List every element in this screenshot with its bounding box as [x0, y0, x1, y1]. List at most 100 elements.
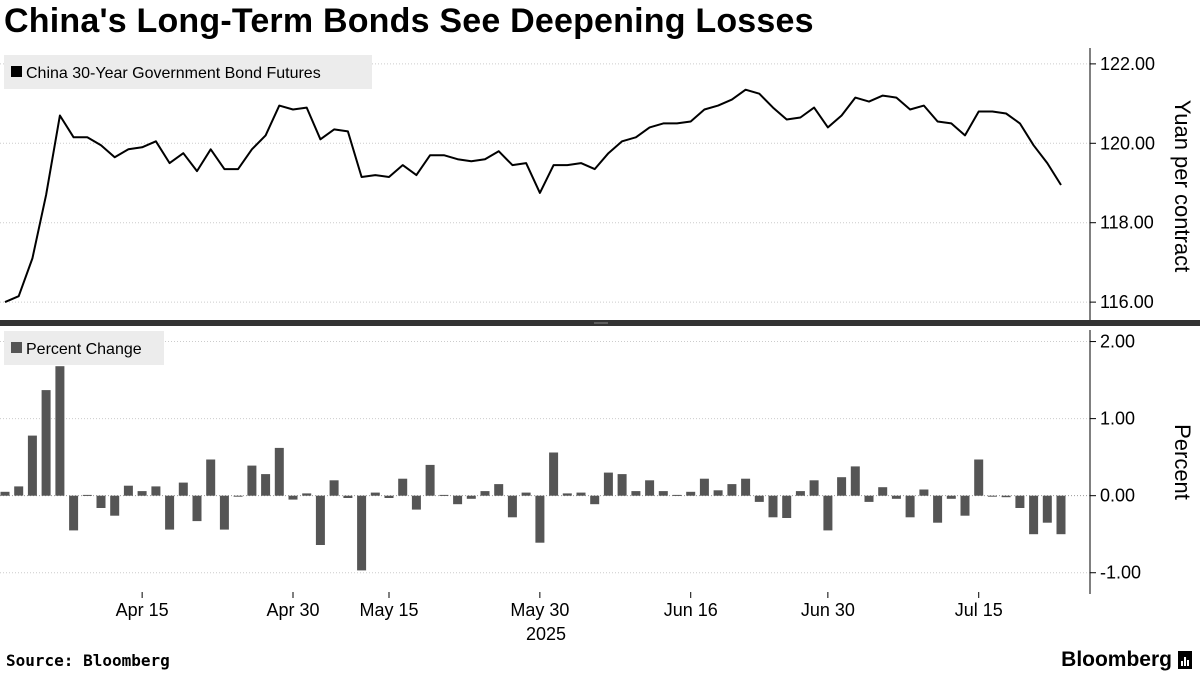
change-bar	[123, 485, 133, 496]
change-bar	[55, 366, 65, 496]
x-tick-label: Apr 15	[116, 600, 169, 620]
change-bar	[69, 495, 79, 531]
x-tick-label: Jun 30	[801, 600, 855, 620]
change-bar	[494, 484, 504, 496]
change-bar	[1056, 495, 1066, 535]
x-tick-label: Jul 15	[955, 600, 1003, 620]
change-bar	[686, 491, 696, 496]
change-bar	[82, 494, 92, 496]
price-y-tick-label: 116.00	[1100, 292, 1154, 312]
price-legend-box	[4, 55, 372, 89]
change-bar	[425, 464, 435, 496]
change-bar	[631, 491, 641, 496]
change-bar	[823, 495, 833, 531]
change-bar	[933, 495, 943, 523]
x-tick-label: May 30	[510, 600, 569, 620]
price-series-line	[4, 88, 1062, 304]
change-bar	[206, 459, 216, 496]
change-bar	[645, 480, 655, 496]
change-bar	[439, 494, 449, 496]
change-bar	[562, 493, 572, 496]
change-bar	[891, 495, 901, 499]
change-bar	[261, 474, 271, 496]
change-bar	[521, 492, 531, 496]
change-bar	[247, 465, 257, 496]
change-bar	[14, 486, 24, 496]
change-bar	[658, 491, 668, 496]
bloomberg-terminal-icon	[1178, 651, 1192, 669]
change-bar	[233, 495, 243, 497]
price-y-ticks: 116.00 118.00 120.00 122.00	[1090, 54, 1155, 312]
change-bar	[357, 495, 367, 571]
change-bar	[1042, 495, 1052, 523]
change-bar	[219, 495, 229, 530]
change-bar	[672, 494, 682, 496]
change-bar	[782, 495, 792, 518]
change-bar	[165, 495, 175, 530]
change-bar	[507, 495, 517, 518]
change-bar	[795, 491, 805, 496]
change-bar	[850, 466, 860, 496]
panel-divider[interactable]	[0, 320, 1200, 326]
change-bar	[576, 492, 586, 496]
change-bar	[192, 495, 202, 522]
price-y-tick-label: 118.00	[1100, 213, 1154, 233]
change-y-tick-label: 1.00	[1100, 409, 1135, 429]
change-bar	[603, 472, 613, 496]
change-bar	[768, 495, 778, 518]
change-bar	[151, 486, 161, 496]
change-bar	[370, 492, 380, 496]
change-bar	[617, 474, 627, 496]
change-bar	[960, 495, 970, 516]
change-bar	[137, 491, 147, 496]
change-bar	[178, 482, 188, 496]
change-bar	[343, 495, 353, 498]
change-bar	[535, 495, 545, 543]
change-y-axis-title: Percent	[1170, 424, 1195, 500]
change-bar	[837, 477, 847, 496]
change-bar	[946, 495, 956, 499]
price-y-tick-label: 122.00	[1100, 54, 1155, 74]
chart-title: China's Long-Term Bonds See Deepening Lo…	[4, 2, 814, 40]
change-panel: Percent Change -1.00 0.00 1.00 2.00 Percent…	[0, 330, 1195, 644]
source-label: Source: Bloomberg	[6, 651, 170, 670]
change-legend-label: Percent Change	[26, 341, 142, 358]
change-bar	[466, 495, 476, 499]
change-y-ticks: -1.00 0.00 1.00 2.00	[1090, 332, 1141, 583]
change-bar	[96, 495, 106, 508]
change-gridlines	[0, 341, 1090, 574]
price-panel: China 30-Year Government Bond Futures 11…	[0, 48, 1195, 320]
change-bar	[1015, 495, 1025, 508]
change-bar	[315, 495, 325, 545]
change-legend-swatch	[11, 342, 22, 353]
change-y-tick-label: 2.00	[1100, 332, 1135, 352]
change-bar	[864, 495, 874, 502]
change-bar	[411, 495, 421, 510]
bloomberg-logo: Bloomberg	[1061, 648, 1192, 672]
change-bar	[1029, 495, 1039, 535]
price-legend-label: China 30-Year Government Bond Futures	[26, 65, 321, 82]
change-bar	[288, 495, 298, 500]
change-bar	[274, 447, 284, 496]
bloomberg-wordmark: Bloomberg	[1061, 648, 1172, 671]
price-y-tick-label: 120.00	[1100, 133, 1155, 153]
change-bar	[0, 491, 10, 496]
change-bar	[878, 487, 888, 496]
change-bar	[549, 452, 559, 496]
price-legend-swatch	[11, 66, 22, 77]
change-bar	[727, 484, 737, 496]
change-bar	[974, 459, 984, 496]
change-legend-box	[4, 331, 164, 365]
x-tick-label: Jun 16	[664, 600, 718, 620]
change-bar	[329, 480, 339, 496]
change-bar	[713, 490, 723, 496]
x-axis-ticks: Apr 15 Apr 30 May 15 May 30 Jun 16 Jun 30 Jul …	[116, 592, 1003, 620]
change-bar	[27, 435, 37, 496]
change-bar	[453, 495, 463, 505]
change-bar	[590, 495, 600, 505]
change-bar	[919, 489, 929, 496]
x-tick-label: May 15	[359, 600, 418, 620]
change-bar	[741, 478, 751, 496]
change-bar	[480, 491, 490, 496]
